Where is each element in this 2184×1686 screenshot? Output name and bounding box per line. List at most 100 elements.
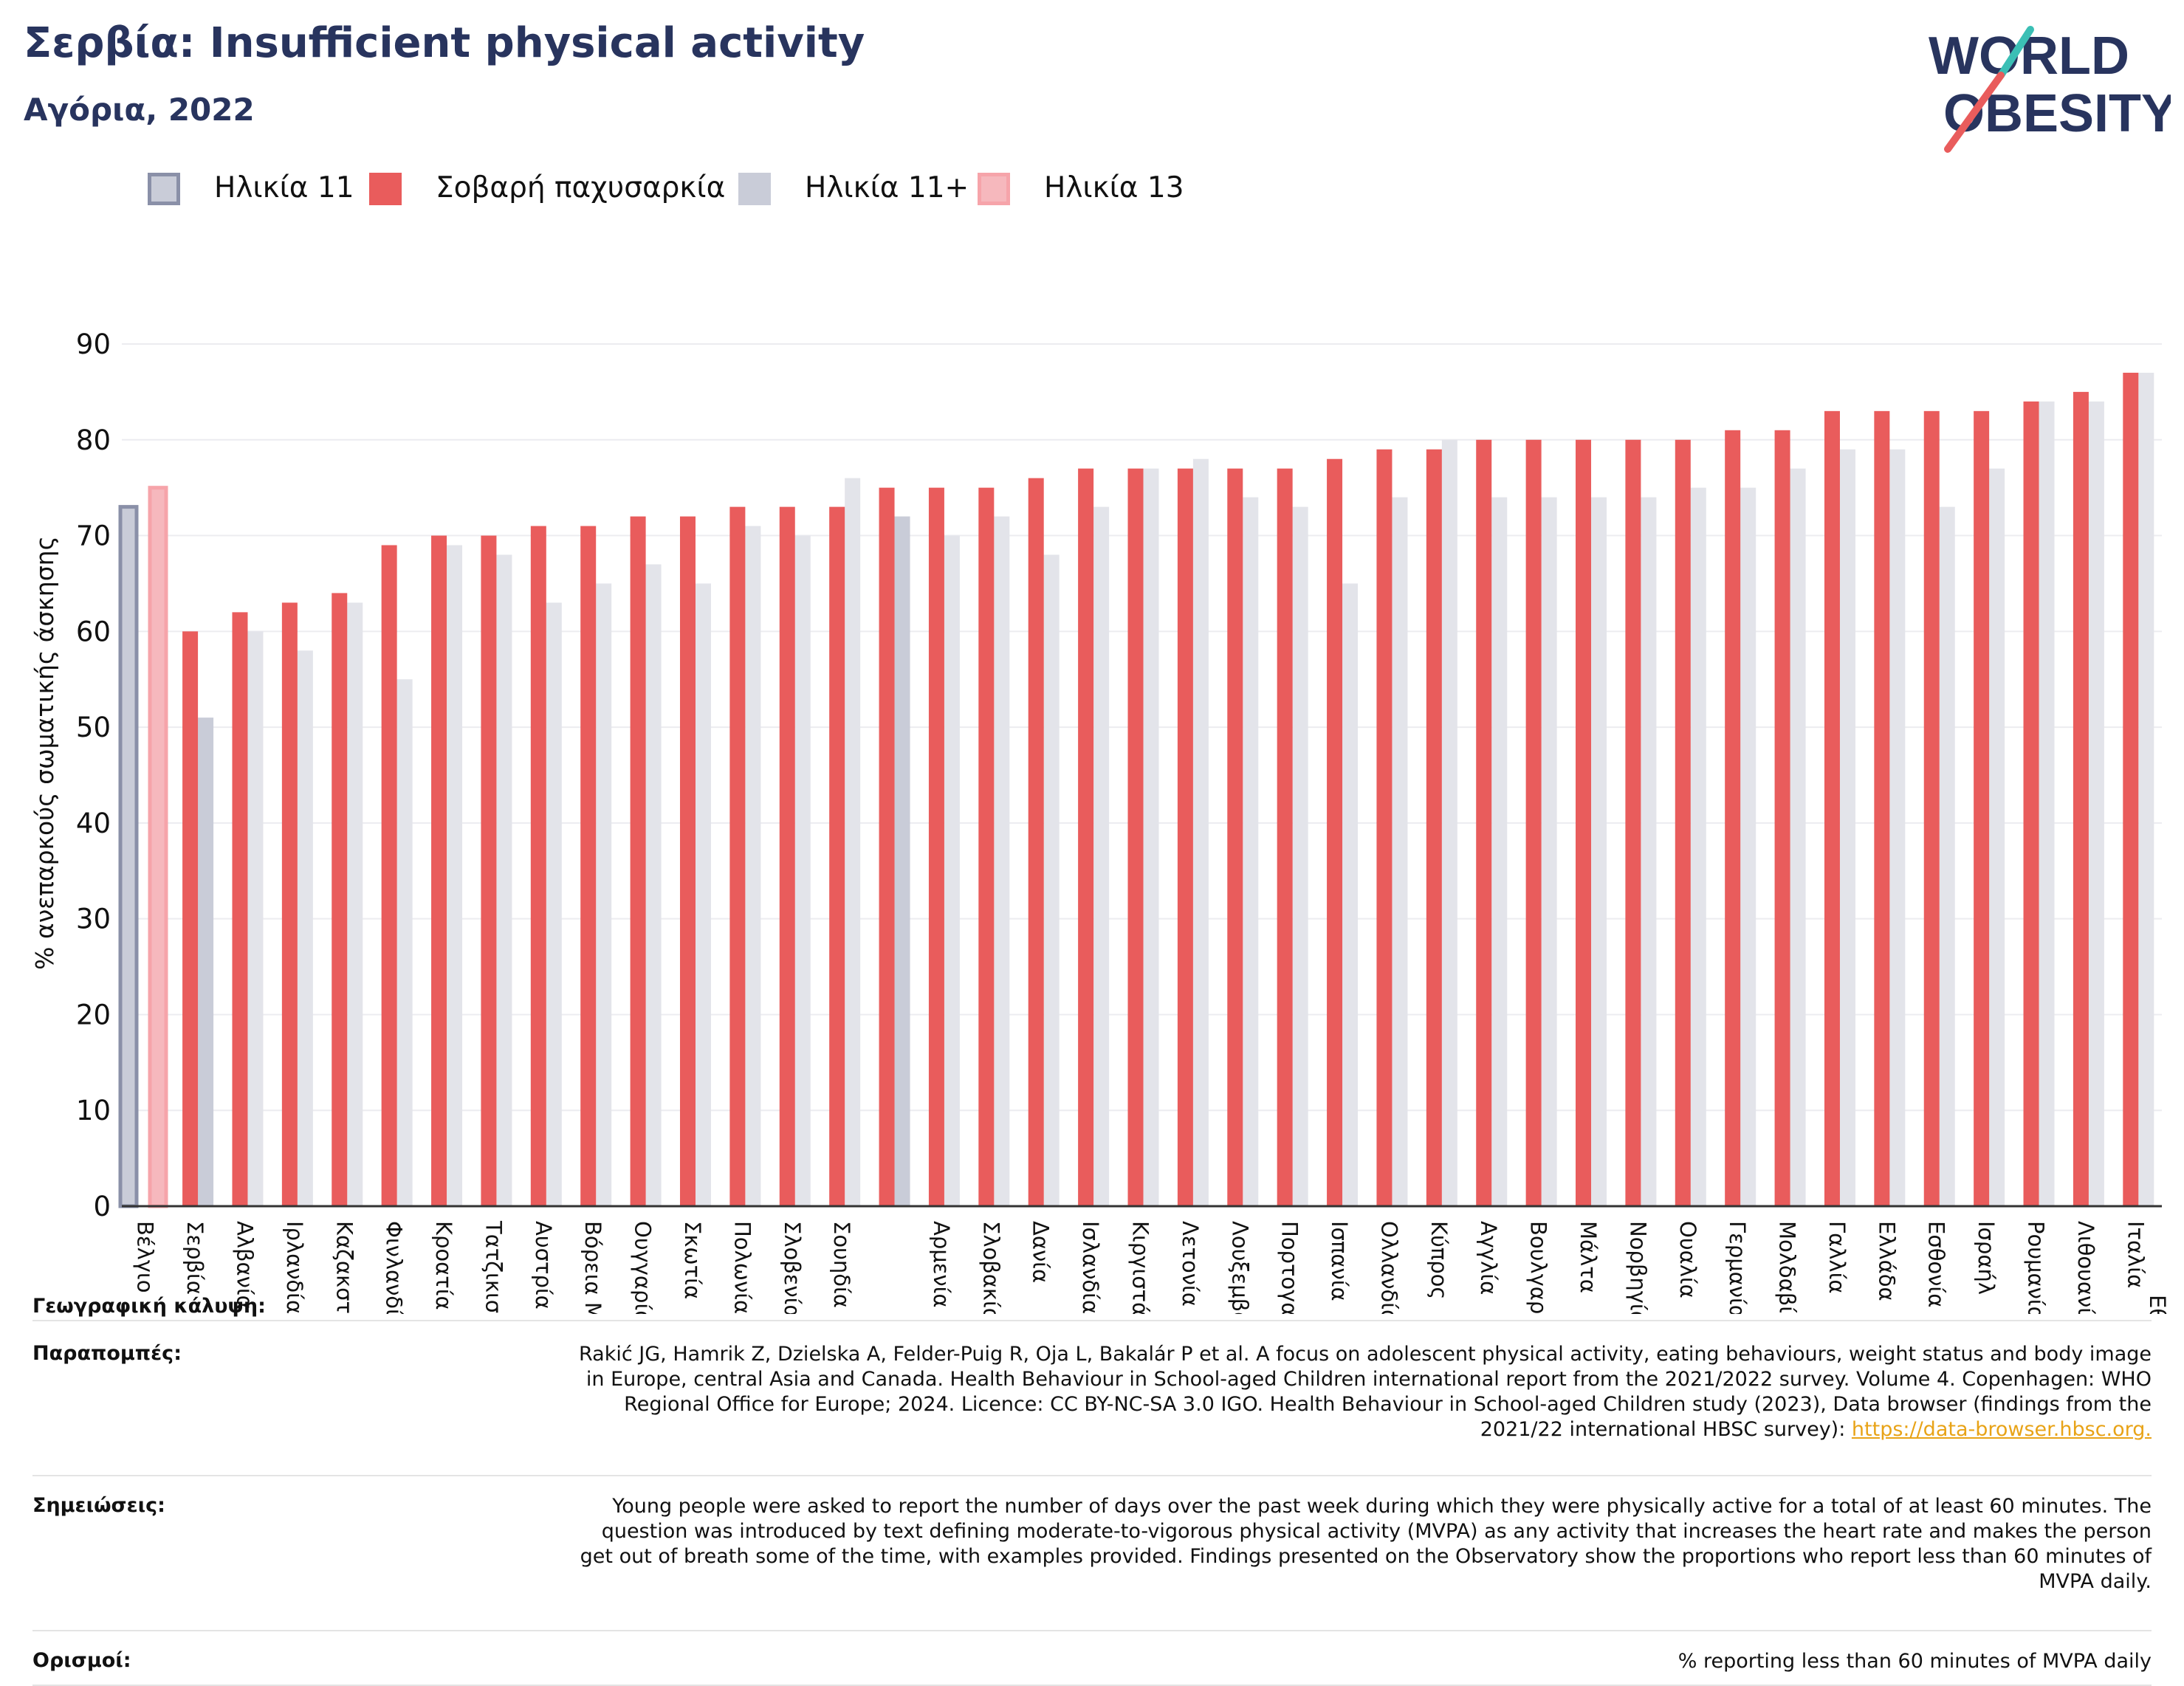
bar-age11plus — [695, 583, 711, 1206]
y-tick-label: 90 — [76, 328, 111, 360]
x-tick-label: Βέλγιο — [133, 1221, 158, 1293]
x-tick-label: Γαλλία — [1824, 1221, 1850, 1294]
page-title: Σερβία: Insufficient physical activity — [24, 19, 865, 67]
bar-age11plus — [2088, 401, 2104, 1206]
bar-severe-obesity — [332, 593, 348, 1206]
bar-severe-obesity — [978, 487, 995, 1206]
bar-age11plus — [297, 650, 313, 1206]
bar-age11plus — [1740, 487, 1757, 1206]
references-text: Rakić JG, Hamrik Z, Dzielska A, Felder-P… — [564, 1342, 2152, 1442]
legend-swatch-severe-obesity — [369, 173, 402, 205]
bar-severe-obesity — [431, 535, 447, 1206]
bar-severe-obesity — [1127, 468, 1144, 1206]
bar-severe-obesity — [2023, 401, 2039, 1206]
logo-line2: OBESITY — [1943, 84, 2171, 143]
bar-severe-obesity — [1177, 468, 1193, 1206]
x-tick-label: Γερμανία — [1725, 1221, 1750, 1314]
x-tick-label: Λιθουανία — [2073, 1221, 2098, 1314]
x-tick-label: Ισλανδία — [1078, 1221, 1103, 1314]
bar-age11plus — [1392, 497, 1408, 1206]
bar-age11plus — [1989, 468, 2005, 1206]
x-tick-label: Αυστρία — [531, 1221, 556, 1310]
bar-severe-obesity — [1028, 478, 1044, 1206]
legend-swatch-age11 — [148, 173, 180, 205]
x-tick-label: Ισπανία — [1327, 1221, 1352, 1301]
bar-severe-obesity — [879, 487, 895, 1206]
bar-age11plus — [1192, 458, 1209, 1206]
bar-severe-obesity — [1725, 430, 1741, 1206]
legend-swatch-age13 — [978, 173, 1010, 205]
legend-label: Ηλικία 11 — [214, 171, 354, 204]
x-tick-label: Βουλγαρία — [1526, 1221, 1551, 1314]
bar-severe-obesity — [829, 506, 845, 1206]
y-tick-label: 40 — [76, 808, 111, 839]
bar-age11plus — [1043, 554, 1060, 1206]
x-tick-label: Κροατία — [431, 1221, 456, 1310]
bar-severe-obesity — [1923, 410, 1940, 1206]
footer-definitions-row: Ορισμοί: % reporting less than 60 minute… — [32, 1637, 2152, 1686]
y-tick-label: 20 — [76, 999, 111, 1030]
x-tick-label: Σουηδία — [829, 1221, 854, 1308]
y-tick-label: 10 — [76, 1095, 111, 1126]
legend-swatch-age11plus — [738, 173, 771, 205]
bar-severe-obesity — [1227, 468, 1243, 1206]
bar-age11plus — [1491, 497, 1508, 1206]
x-tick-label: Ουγγαρία — [631, 1221, 656, 1314]
legend-label: Ηλικία 13 — [1044, 171, 1184, 204]
footer-coverage-row: Γεωγραφική κάλυψη: — [32, 1284, 2152, 1321]
x-tick-label: Πορτογαλία — [1277, 1221, 1302, 1314]
bar-age11plus — [645, 564, 662, 1206]
bar-age11plus — [1143, 468, 1159, 1206]
definitions-label: Ορισμοί: — [32, 1649, 131, 1672]
references-label: Παραπομπές: — [32, 1342, 182, 1365]
bar-age11plus — [894, 516, 910, 1206]
bar-age11plus — [2138, 372, 2154, 1206]
coverage-label: Γεωγραφική κάλυψη: — [32, 1295, 266, 1318]
bar-age11plus — [1790, 468, 1806, 1206]
bar-age11plus — [546, 602, 562, 1206]
bar-age11plus — [1441, 439, 1457, 1206]
x-extra-label: Εθνική — [2145, 1295, 2170, 1314]
definitions-text: % reporting less than 60 minutes of MVPA… — [1678, 1650, 2152, 1673]
bar-severe-obesity — [1426, 449, 1442, 1206]
references-link[interactable]: https://data-browser.hbsc.org. — [1851, 1418, 2152, 1441]
bar-age11plus — [944, 535, 960, 1206]
bar-age11 — [118, 505, 139, 1208]
bar-age11plus — [1342, 583, 1359, 1206]
bar-severe-obesity — [679, 516, 696, 1206]
bar-severe-obesity — [928, 487, 944, 1206]
x-tick-label: Ελλάδα — [1874, 1221, 1899, 1301]
x-tick-label: Μάλτα — [1576, 1221, 1601, 1293]
x-tick-label: Ουαλία — [1675, 1221, 1700, 1298]
x-tick-label: Ισραήλ — [1974, 1221, 1999, 1295]
bar-age11plus — [198, 718, 214, 1206]
bar-age11plus — [596, 583, 612, 1206]
bar-severe-obesity — [1774, 430, 1790, 1206]
bar-age11plus — [1889, 449, 1906, 1206]
bar-age11plus — [2039, 401, 2055, 1206]
notes-text: Young people were asked to report the nu… — [580, 1495, 2152, 1593]
x-tick-label: Κιργιστάν — [1128, 1221, 1153, 1314]
y-tick-label: 60 — [76, 616, 111, 647]
bar-severe-obesity — [1078, 468, 1094, 1206]
x-tick-label: Σλοβακία — [978, 1221, 1003, 1314]
axes: 0 10 20 30 40 50 60 70 80 90 — [76, 328, 2162, 1222]
legend-label: Σοβαρή παχυσαρκία — [436, 171, 726, 204]
bar-age11plus — [1591, 497, 1607, 1206]
bar-severe-obesity — [580, 526, 597, 1206]
x-tick-label: Βόρεια Μακεδονία — [580, 1221, 605, 1314]
bar-age11plus — [496, 554, 512, 1206]
bar-age11plus — [994, 516, 1010, 1206]
x-tick-label: Μολδαβία — [1775, 1221, 1800, 1314]
bar-severe-obesity — [1874, 410, 1890, 1206]
page-subtitle: Αγόρια, 2022 — [24, 92, 255, 128]
bar-age11plus — [1093, 506, 1110, 1206]
bar-age11plus — [1690, 487, 1706, 1206]
x-tick-label: Ολλανδία — [1376, 1221, 1401, 1314]
x-tick-label: Τατζικιστάν — [481, 1220, 506, 1314]
bar-severe-obesity — [1277, 468, 1293, 1206]
bar-age11plus — [247, 631, 264, 1206]
world-obesity-logo: WORLD OBESITY — [1929, 26, 2171, 153]
bar-severe-obesity — [1675, 439, 1691, 1206]
x-tick-label: Σκωτία — [680, 1221, 705, 1299]
